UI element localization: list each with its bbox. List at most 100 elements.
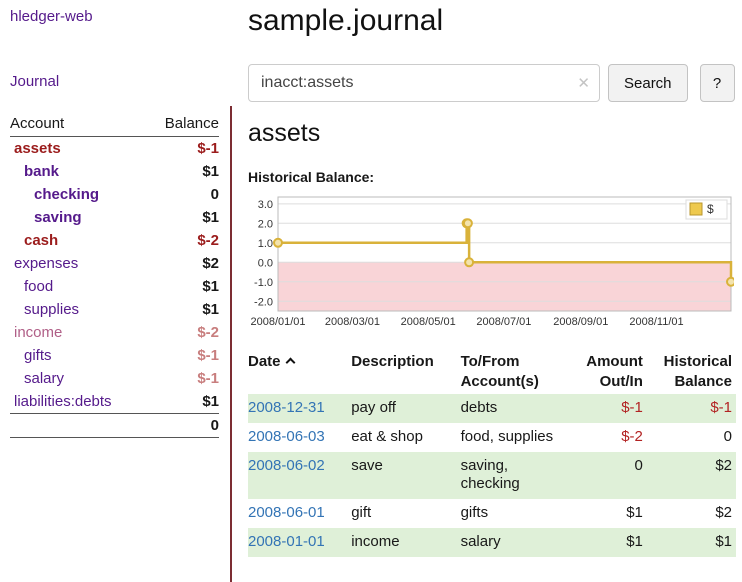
register-description-cell: eat & shop [351,427,423,445]
register-accounts-cell: food, supplies [460,427,554,445]
register-accounts-cell: gifts [460,504,489,521]
account-row: saving $1 [10,206,219,229]
sidebar-item-journal[interactable]: Journal [10,73,60,90]
account-row: checking 0 [10,183,219,206]
account-name-cell: salary [10,367,146,390]
account-balance: $-1 [197,140,219,157]
account-row: expenses $2 [10,252,219,275]
accounts-body: assets $-1 bank $1 checking 0 saving $1 cash $-2 e… [10,137,219,414]
svg-text:2008/01/01: 2008/01/01 [250,316,305,328]
account-link-bank[interactable]: bank [24,163,60,180]
accounts-total-spacer [10,413,147,438]
register-accounts-cell: saving, checking [460,456,520,493]
accounts-table: Account Balance assets $-1 bank $1 checking 0… [10,112,219,438]
account-link-cash[interactable]: cash [24,232,59,249]
account-link-supplies[interactable]: supplies [24,301,80,318]
register-description-cell: gift [351,504,372,521]
register-amount-cell: $1 [626,504,643,521]
account-row: food $1 [10,275,219,298]
register-description-cell: pay off [351,399,396,416]
account-name-cell: assets [10,137,146,161]
register-balance-cell: $2 [715,456,732,474]
search-input[interactable] [248,64,600,102]
transaction-date-link[interactable]: 2008-06-03 [248,427,325,445]
sidebar-divider [230,106,232,582]
register-accounts-cell: debts [460,399,498,416]
account-name-cell: saving [10,206,146,229]
register-balance-cell: $2 [715,504,732,521]
account-name-cell: gifts [10,344,146,367]
transaction-date-link[interactable]: 2008-06-02 [248,456,325,474]
account-link-checking[interactable]: checking [34,186,100,203]
account-link-food[interactable]: food [24,278,54,295]
accounts-header-row: Account Balance [10,112,219,137]
register-date-cell: 2008-01-01 [248,528,347,557]
section-title: assets [248,119,321,147]
account-balance: $-1 [197,347,219,364]
main-content: sample.journal ✕ Search ? assets Histori… [231,0,742,582]
account-link-income[interactable]: income [14,324,63,341]
register-date-cell: 2008-06-03 [248,423,347,452]
account-link-gifts[interactable]: gifts [24,347,52,364]
register-date-cell: 2008-06-01 [248,499,347,528]
register-balance-cell: 0 [723,427,732,445]
transaction-date-link[interactable]: 2008-12-31 [248,399,325,416]
account-link-salary[interactable]: salary [24,370,65,387]
account-name-cell: expenses [10,252,146,275]
register-accounts-cell: salary [460,532,501,550]
svg-text:-2.0: -2.0 [254,296,273,308]
account-row: liabilities:debts $1 [10,390,219,414]
account-row: income $-2 [10,321,219,344]
clear-search-icon[interactable]: ✕ [577,75,590,92]
register-table: Date Description To/From Account(s) Amou… [248,349,736,557]
account-name-cell: food [10,275,146,298]
accounts-header-account: Account [10,112,147,137]
account-balance: $-1 [197,370,219,387]
svg-text:2008/09/01: 2008/09/01 [553,316,608,328]
search-button[interactable]: Search [608,64,688,102]
register-description-cell: save [351,456,383,474]
register-row: 2008-12-31 pay off debts $-1 $-1 [248,394,736,423]
sort-asc-icon [285,357,295,368]
account-row: supplies $1 [10,298,219,321]
account-link-expenses[interactable]: expenses [14,255,79,272]
account-link-liabilities:debts[interactable]: liabilities:debts [14,393,112,410]
account-row: assets $-1 [10,137,219,161]
account-balance: $-2 [197,232,219,249]
transaction-date-link[interactable]: 2008-06-01 [248,504,325,521]
account-balance: $1 [202,209,219,226]
account-name-cell: income [10,321,146,344]
account-balance: $1 [202,301,219,318]
register-date-cell: 2008-12-31 [248,394,347,423]
help-button[interactable]: ? [699,64,735,102]
accounts-total-row: 0 [10,413,219,438]
svg-text:0.0: 0.0 [258,257,273,269]
svg-text:$: $ [707,202,714,216]
account-row: bank $1 [10,160,219,183]
register-header-accounts: To/From Account(s) [460,353,539,390]
accounts-total-value: 0 [146,413,219,438]
account-name-cell: bank [10,160,146,183]
account-link-assets[interactable]: assets [14,140,61,157]
register-amount-cell: $-2 [621,427,643,445]
transaction-date-link[interactable]: 2008-01-01 [248,532,325,550]
svg-text:-1.0: -1.0 [254,277,273,289]
sidebar: hledger-web Journal Account Balance asse… [0,0,231,582]
svg-text:2.0: 2.0 [258,218,273,230]
svg-text:1.0: 1.0 [258,238,273,250]
register-header-date[interactable]: Date [248,349,347,394]
app-title-link[interactable]: hledger-web [10,8,93,25]
account-balance: $1 [202,278,219,295]
account-balance: $1 [202,393,219,410]
search-row: ✕ Search ? [248,64,736,102]
register-balance-cell: $1 [715,532,732,550]
account-balance: 0 [210,186,219,203]
svg-text:2008/07/01: 2008/07/01 [476,316,531,328]
svg-text:2008/11/01: 2008/11/01 [629,316,683,328]
account-link-saving[interactable]: saving [34,209,82,226]
register-row: 2008-06-02 save saving, checking 0 $2 [248,451,736,499]
register-header-balance: Historical Balance [663,353,732,390]
register-header-description: Description [351,353,434,370]
search-box: ✕ [248,64,600,102]
